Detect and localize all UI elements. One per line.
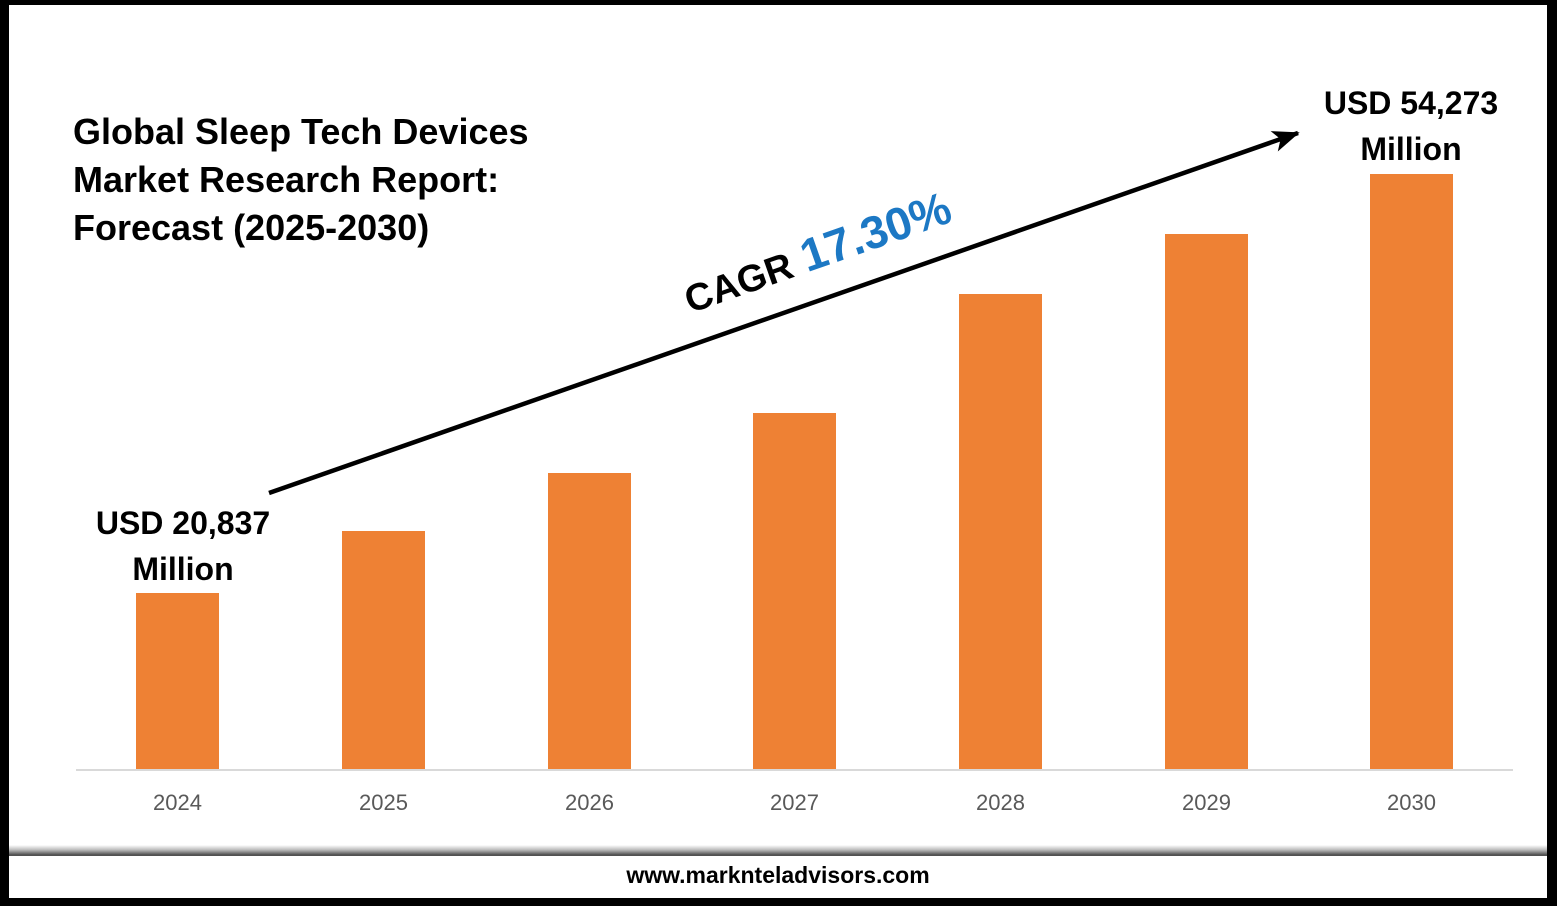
x-axis-line — [76, 769, 1513, 771]
end-value-line-2: Million — [1360, 131, 1462, 167]
tick-2030: 2030 — [1387, 790, 1436, 815]
website-url: www.marknteladvisors.com — [626, 862, 930, 888]
end-value-line-1: USD 54,273 — [1323, 85, 1499, 121]
start-value-line-1: USD 20,837 — [95, 505, 271, 541]
bar-2030 — [1370, 174, 1453, 770]
start-value-line-2: Million — [132, 551, 234, 587]
tick-2027: 2027 — [770, 790, 819, 815]
chart-title-line-3: Forecast (2025-2030) — [73, 207, 430, 248]
bar-2024 — [136, 593, 219, 770]
bar-2025 — [342, 531, 425, 770]
bar-2027 — [753, 413, 836, 770]
bar-2029 — [1165, 234, 1248, 770]
chart-title-line-1: Global Sleep Tech Devices — [73, 111, 529, 152]
tick-2024: 2024 — [153, 790, 202, 815]
tick-2028: 2028 — [976, 790, 1025, 815]
bar-2028 — [959, 294, 1042, 770]
footer-divider — [9, 845, 1547, 856]
chart-title-line-2: Market Research Report: — [73, 159, 500, 200]
tick-2025: 2025 — [359, 790, 408, 815]
end-value-label: USD 54,273 Million — [1324, 80, 1498, 172]
bar-2026 — [548, 473, 631, 770]
tick-2026: 2026 — [565, 790, 614, 815]
tick-2029: 2029 — [1182, 790, 1231, 815]
chart-title: Global Sleep Tech Devices Market Researc… — [73, 108, 573, 252]
start-value-label: USD 20,837 Million — [96, 500, 270, 592]
